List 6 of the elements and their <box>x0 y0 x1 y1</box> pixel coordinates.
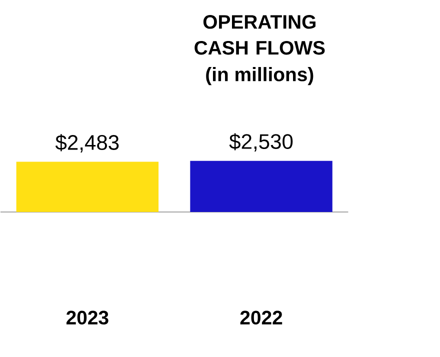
data-label: $2,483 <box>55 134 119 152</box>
data-label: $2,530 <box>229 133 293 152</box>
x-tick-label: 2022 <box>240 310 282 324</box>
chart-title: OPERATING CASH FLOWS <box>194 14 325 54</box>
chart-subtitle: (in millions) <box>206 66 314 85</box>
x-tick-label: 2023 <box>66 310 108 324</box>
